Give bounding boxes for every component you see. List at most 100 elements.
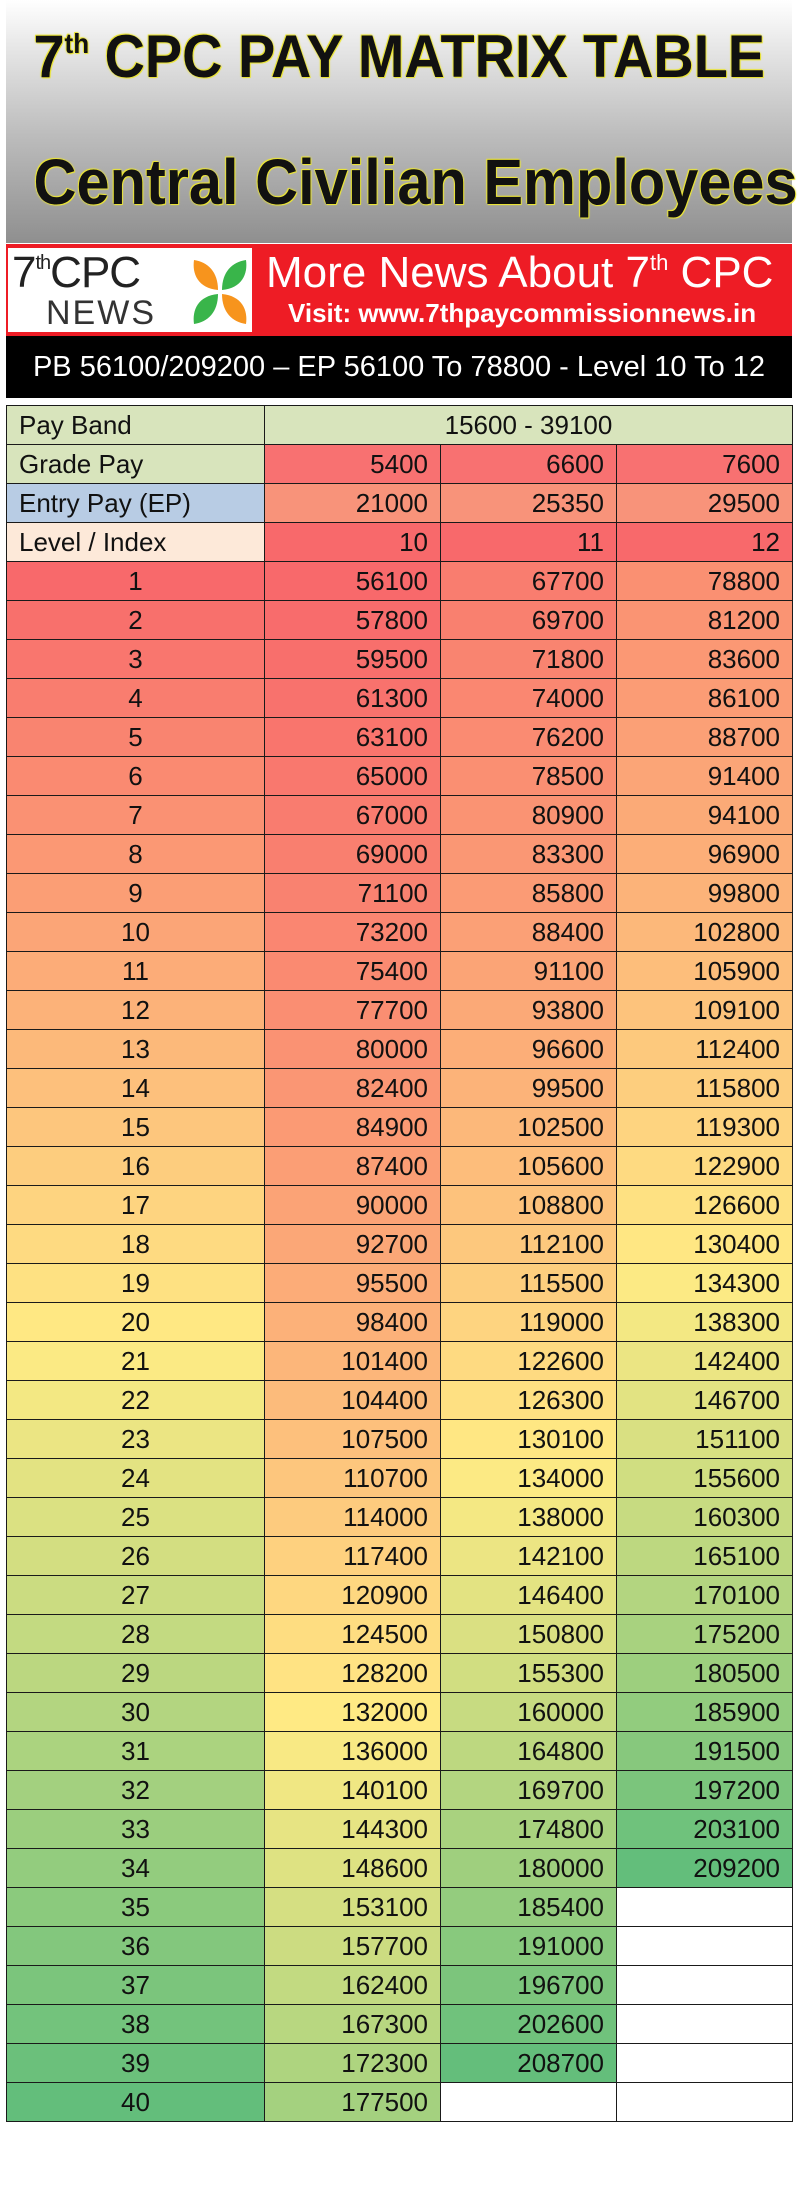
table-row: 30 132000 160000 185900 bbox=[6, 1692, 794, 1732]
pay-cell: 88700 bbox=[615, 717, 794, 757]
table-row: 28 124500 150800 175200 bbox=[6, 1614, 794, 1654]
pay-cell: 94100 bbox=[615, 795, 794, 835]
pay-band-row: Pay Band 15600 - 39100 bbox=[6, 405, 794, 445]
pay-cell: 115800 bbox=[615, 1068, 794, 1108]
table-row: 26 117400 142100 165100 bbox=[6, 1536, 794, 1576]
pay-cell: 177500 bbox=[264, 2082, 441, 2122]
table-row: 3 59500 71800 83600 bbox=[6, 639, 794, 679]
table-row: 40 177500 bbox=[6, 2082, 794, 2122]
pay-cell: 104400 bbox=[264, 1380, 441, 1420]
table-row: 2 57800 69700 81200 bbox=[6, 600, 794, 640]
pay-cell: 85800 bbox=[440, 873, 617, 913]
pay-cell: 153100 bbox=[264, 1887, 441, 1927]
logo-text-top: 7thCPC bbox=[12, 248, 141, 298]
pay-cell bbox=[615, 2043, 794, 2083]
pay-cell: 80000 bbox=[264, 1029, 441, 1069]
pay-cell: 208700 bbox=[440, 2043, 617, 2083]
pay-cell: 92700 bbox=[264, 1224, 441, 1264]
pay-cell: 126600 bbox=[615, 1185, 794, 1225]
pay-cell: 56100 bbox=[264, 561, 441, 601]
table-row: 33 144300 174800 203100 bbox=[6, 1809, 794, 1849]
index-cell: 9 bbox=[6, 873, 265, 913]
index-cell: 38 bbox=[6, 2004, 265, 2044]
index-cell: 23 bbox=[6, 1419, 265, 1459]
index-cell: 36 bbox=[6, 1926, 265, 1966]
logo-text-bottom: NEWS bbox=[46, 294, 156, 332]
banner-headline: More News About 7th CPC bbox=[266, 248, 773, 298]
pay-cell: 74000 bbox=[440, 678, 617, 718]
pay-cell: 59500 bbox=[264, 639, 441, 679]
table-row: 35 153100 185400 bbox=[6, 1887, 794, 1927]
table-row: 24 110700 134000 155600 bbox=[6, 1458, 794, 1498]
pay-cell: 122900 bbox=[615, 1146, 794, 1186]
index-cell: 2 bbox=[6, 600, 265, 640]
pay-cell: 117400 bbox=[264, 1536, 441, 1576]
news-banner[interactable]: 7thCPC NEWS More News About 7th CPC Visi… bbox=[6, 244, 792, 336]
index-cell: 34 bbox=[6, 1848, 265, 1888]
pay-cell: 196700 bbox=[440, 1965, 617, 2005]
pay-cell: 202600 bbox=[440, 2004, 617, 2044]
table-row: 18 92700 112100 130400 bbox=[6, 1224, 794, 1264]
pay-cell: 91100 bbox=[440, 951, 617, 991]
pay-cell: 144300 bbox=[264, 1809, 441, 1849]
pay-cell: 120900 bbox=[264, 1575, 441, 1615]
index-cell: 12 bbox=[6, 990, 265, 1030]
index-cell: 3 bbox=[6, 639, 265, 679]
index-cell: 5 bbox=[6, 717, 265, 757]
index-cell: 30 bbox=[6, 1692, 265, 1732]
pay-cell: 99800 bbox=[615, 873, 794, 913]
banner-headline-superscript: th bbox=[649, 250, 669, 275]
pay-cell: 115500 bbox=[440, 1263, 617, 1303]
table-row: 20 98400 119000 138300 bbox=[6, 1302, 794, 1342]
index-cell: 11 bbox=[6, 951, 265, 991]
index-cell: 21 bbox=[6, 1341, 265, 1381]
pay-cell: 142100 bbox=[440, 1536, 617, 1576]
pay-cell: 91400 bbox=[615, 756, 794, 796]
index-cell: 26 bbox=[6, 1536, 265, 1576]
table-row: 17 90000 108800 126600 bbox=[6, 1185, 794, 1225]
pay-cell: 146400 bbox=[440, 1575, 617, 1615]
pay-cell: 160000 bbox=[440, 1692, 617, 1732]
grade-pay-label: Grade Pay bbox=[6, 444, 265, 484]
pay-cell: 124500 bbox=[264, 1614, 441, 1654]
level-cell: 10 bbox=[264, 522, 441, 562]
pay-cell: 78500 bbox=[440, 756, 617, 796]
grade-pay-cell: 7600 bbox=[615, 444, 794, 484]
pay-cell: 98400 bbox=[264, 1302, 441, 1342]
table-row: 31 136000 164800 191500 bbox=[6, 1731, 794, 1771]
pay-cell: 191500 bbox=[615, 1731, 794, 1771]
table-row: 1 56100 67700 78800 bbox=[6, 561, 794, 601]
pay-cell: 96900 bbox=[615, 834, 794, 874]
pay-cell: 185400 bbox=[440, 1887, 617, 1927]
table-row: 10 73200 88400 102800 bbox=[6, 912, 794, 952]
grade-pay-cell: 6600 bbox=[440, 444, 617, 484]
pay-cell: 172300 bbox=[264, 2043, 441, 2083]
index-cell: 13 bbox=[6, 1029, 265, 1069]
pay-cell: 105600 bbox=[440, 1146, 617, 1186]
pay-cell: 132000 bbox=[264, 1692, 441, 1732]
pay-cell: 75400 bbox=[264, 951, 441, 991]
pay-cell: 99500 bbox=[440, 1068, 617, 1108]
index-cell: 28 bbox=[6, 1614, 265, 1654]
pay-cell: 77700 bbox=[264, 990, 441, 1030]
banner-website-link[interactable]: Visit: www.7thpaycommissionnews.in bbox=[288, 298, 757, 328]
pay-cell bbox=[615, 1887, 794, 1927]
pay-cell bbox=[615, 2004, 794, 2044]
table-row: 21 101400 122600 142400 bbox=[6, 1341, 794, 1381]
pay-cell: 119300 bbox=[615, 1107, 794, 1147]
pay-cell: 101400 bbox=[264, 1341, 441, 1381]
pay-cell: 150800 bbox=[440, 1614, 617, 1654]
pay-cell: 69000 bbox=[264, 834, 441, 874]
table-row: 25 114000 138000 160300 bbox=[6, 1497, 794, 1537]
index-cell: 32 bbox=[6, 1770, 265, 1810]
pay-cell: 69700 bbox=[440, 600, 617, 640]
index-cell: 27 bbox=[6, 1575, 265, 1615]
pay-cell: 57800 bbox=[264, 600, 441, 640]
pay-cell: 78800 bbox=[615, 561, 794, 601]
level-cell: 12 bbox=[615, 522, 794, 562]
pay-cell: 170100 bbox=[615, 1575, 794, 1615]
pay-cell: 167300 bbox=[264, 2004, 441, 2044]
index-cell: 31 bbox=[6, 1731, 265, 1771]
pay-cell: 146700 bbox=[615, 1380, 794, 1420]
index-cell: 35 bbox=[6, 1887, 265, 1927]
